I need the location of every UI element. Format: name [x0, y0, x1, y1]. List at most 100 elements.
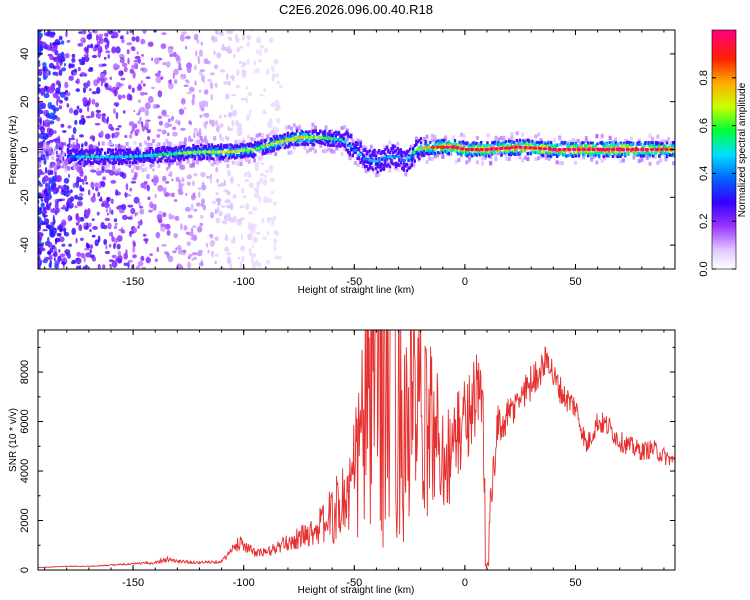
spectrogram-speckle: [80, 37, 86, 44]
spectrogram-halo: [226, 158, 230, 163]
spectrogram-speckle: [247, 92, 252, 96]
spectrogram-ridge-cell: [401, 167, 404, 171]
spectrogram-ridge-cell: [410, 162, 413, 166]
spectrogram-halo: [667, 137, 670, 141]
spectrogram-ridge-cell: [456, 152, 460, 156]
spectrogram-halo: [205, 141, 209, 146]
spectrogram-speckle: [273, 59, 280, 65]
spectrogram-ridge-cell: [582, 151, 585, 155]
spectrogram-halo: [510, 135, 514, 140]
spectrogram-ridge-cell: [176, 153, 180, 157]
spectrogram-ridge-cell: [478, 153, 481, 156]
spectrogram-speckle: [121, 62, 128, 68]
spectrogram-speckle: [228, 170, 231, 177]
spectrogram-halo: [117, 168, 121, 173]
spectrogram-ridge-cell: [509, 151, 512, 155]
spectrogram-speckle: [95, 102, 99, 108]
spectrogram-ridge-core: [377, 158, 382, 162]
spectrogram-ridge-cell: [477, 145, 480, 149]
spectrogram-speckle: [262, 236, 267, 241]
spectrogram-ridge-cell: [168, 154, 172, 158]
spectrogram-speckle: [93, 192, 96, 198]
spectrogram-ridge-cell: [489, 151, 492, 155]
spectrogram-speckle: [103, 202, 110, 209]
spectrogram-speckle: [259, 172, 265, 177]
spectrogram-halo: [356, 163, 360, 168]
spectrogram-speckle: [266, 259, 271, 265]
spectrogram-speckle: [146, 129, 151, 134]
spectrogram-ridge-cell: [405, 152, 409, 155]
spectrogram-speckle: [186, 66, 192, 74]
spectrogram-ridge-cell: [330, 144, 333, 147]
spectrogram-ridge-cell: [207, 145, 210, 149]
spectrogram-ridge-cell: [583, 143, 587, 147]
spectrogram-ridge-cell: [142, 155, 145, 159]
spectrogram-speckle: [227, 169, 230, 177]
spectrogram-speckle: [102, 176, 107, 181]
spectrogram-ridge-cell: [401, 154, 404, 158]
spectrogram-ridge-cell: [196, 145, 200, 148]
spectrogram-speckle: [55, 80, 61, 86]
spectrogram-ridge-cell: [283, 146, 286, 150]
spectrogram-speckle: [82, 97, 88, 105]
spectrogram-ridge-cell: [590, 151, 593, 155]
spectrogram-halo: [218, 158, 222, 163]
spectrogram-halo: [497, 151, 501, 156]
spectrogram-speckle: [180, 127, 186, 131]
spectrogram-halo: [340, 151, 344, 156]
spectrogram-ridge-cell: [396, 152, 399, 156]
spectrogram-ridge-core: [328, 137, 333, 141]
spectrogram-speckle: [50, 230, 56, 238]
spectrogram-speckle: [252, 243, 254, 249]
spectrogram-ridge-cell: [289, 132, 293, 136]
spectrogram-speckle: [47, 53, 53, 57]
spectrogram-speckle: [109, 76, 113, 81]
spectrogram-speckle: [62, 156, 65, 162]
spectrogram-heatmap: [38, 30, 675, 269]
spectrogram-ridge-cell: [193, 155, 197, 159]
spectrogram-ridge-cell: [254, 147, 257, 151]
spectrogram-speckle: [158, 120, 163, 126]
spectrogram-ridge-cell: [336, 144, 339, 148]
spectrogram-ridge-cell: [614, 150, 618, 154]
spectrogram-halo: [322, 138, 325, 142]
spectrogram-ridge-cell: [117, 159, 121, 163]
spectrogram-speckle: [71, 261, 76, 265]
spectrogram-halo: [104, 166, 108, 171]
spectrogram-halo: [64, 162, 68, 167]
spectrogram-ridge-cell: [619, 141, 622, 145]
spectrogram-speckle: [104, 56, 107, 60]
spectrogram-halo: [409, 144, 413, 149]
spectrogram-ridge-cell: [175, 147, 178, 151]
spectrogram-ridge-cell: [429, 150, 432, 154]
spectrogram-ridge-cell: [433, 143, 437, 147]
spectrogram-speckle: [38, 113, 41, 118]
spectrogram-speckle: [231, 77, 234, 82]
spectrogram-ridge-cell: [159, 157, 162, 161]
spectrogram-ridge-cell: [181, 145, 184, 148]
spectrogram-ridge-cell: [264, 146, 268, 150]
spectrogram-speckle: [200, 41, 204, 46]
spectrogram-speckle: [73, 109, 79, 116]
spectrogram-ridge-cell: [395, 154, 398, 158]
spectrogram-speckle: [160, 43, 167, 50]
spectrogram-halo: [136, 166, 140, 171]
spectrogram-speckle: [66, 185, 70, 191]
spectrogram-speckle: [98, 33, 104, 37]
spectrogram-halo: [343, 146, 347, 151]
spectrogram-ridge-cell: [628, 148, 632, 152]
spectrogram-ridge-cell: [229, 147, 232, 151]
spectrogram-ridge-core: [571, 147, 577, 152]
spectrogram-halo: [600, 158, 604, 163]
spectrogram-ridge-cell: [562, 153, 565, 157]
spectrogram-ridge-cell: [139, 158, 142, 161]
spectrogram-speckle: [126, 42, 133, 46]
spectrogram-halo: [43, 141, 47, 146]
spectrogram-halo: [361, 145, 365, 150]
spectrogram-speckle: [76, 78, 80, 85]
spectrogram-halo: [165, 138, 169, 143]
spectrogram-speckle: [126, 93, 132, 101]
spectrogram-speckle: [214, 82, 218, 89]
spectrogram-speckle: [108, 259, 114, 263]
spectrogram-speckle: [230, 176, 234, 184]
